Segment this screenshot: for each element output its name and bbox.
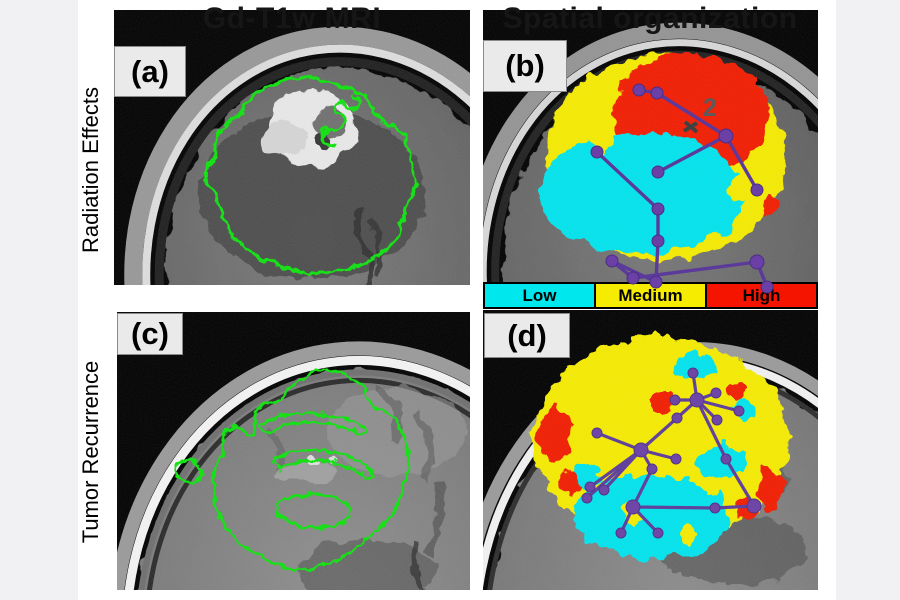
panel-c-mri-image [117,312,470,590]
panel-c-label: (c) [117,313,183,355]
column-title-mri: Gd-T1w MRI [202,2,382,35]
row-label-radiation-effects: Radiation Effects [78,87,103,253]
legend-item-low: Low [485,284,596,307]
panel-a-mri-image [114,10,470,285]
panel-d-spatial-map [483,310,818,590]
column-title-spatial-organization: Spatial organization [502,2,798,35]
panel-a-label: (a) [114,46,186,97]
legend-item-medium: Medium [596,284,707,307]
panel-d-graphic [483,310,818,590]
panel-d-label: (d) [484,313,570,358]
panel-b-label: (b) [483,40,567,92]
row-label-tumor-recurrence: Tumor Recurrence [78,360,103,544]
panel-c-graphic [117,312,470,590]
severity-legend: Low Medium High [483,282,818,309]
